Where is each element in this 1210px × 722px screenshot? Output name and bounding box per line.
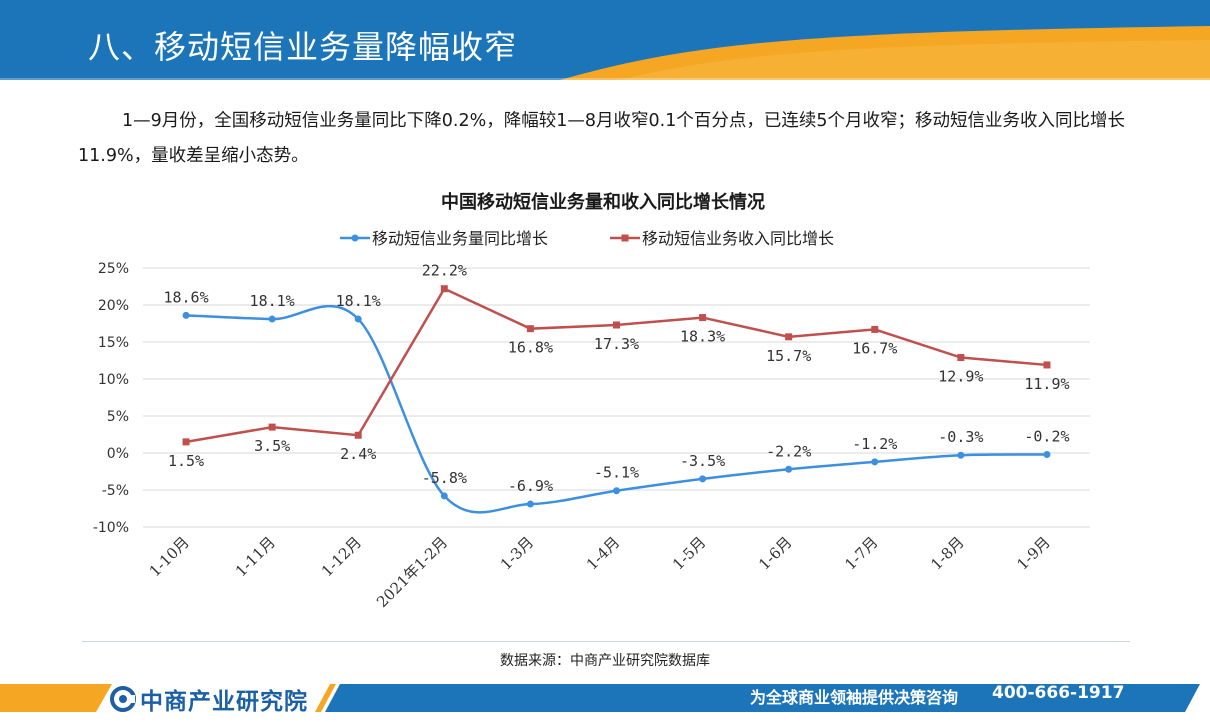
y-tick-label: 10% [98, 372, 129, 388]
data-point [957, 451, 965, 459]
y-tick-label: 20% [98, 298, 129, 314]
page-title: 八、移动短信业务量降幅收窄 [88, 28, 518, 66]
footer-slogan: 为全球商业领袖提供决策咨询 [750, 688, 959, 707]
data-point [268, 315, 276, 323]
data-point [1043, 361, 1051, 369]
data-point [785, 465, 793, 473]
y-tick-label: 5% [107, 409, 129, 425]
intro-paragraph: 1—9月份，全国移动短信业务量同比下降0.2%，降幅较1—8月收窄0.1个百分点… [78, 111, 1125, 166]
series-line [185, 304, 1047, 514]
x-tick-label: 1-8月 [927, 533, 967, 573]
footer-phone: 400-666-1917 [992, 683, 1125, 703]
chart-svg: 中国移动短信业务量和收入同比增长情况 移动短信业务量同比增长 移动短信业务收入同比… [93, 191, 1090, 611]
data-point [699, 314, 707, 322]
data-label: 1.5% [168, 452, 204, 470]
x-tick-label: 1-7月 [841, 533, 881, 573]
data-point [354, 431, 362, 439]
data-label: 2.4% [340, 445, 376, 463]
data-label: 18.1% [250, 292, 295, 310]
data-label: 17.3% [594, 335, 639, 353]
data-point [613, 321, 620, 329]
data-label: -0.2% [1024, 427, 1069, 445]
data-label: 18.6% [163, 288, 208, 306]
data-label: -3.5% [680, 452, 725, 470]
data-label: -5.1% [594, 464, 639, 482]
data-point [354, 315, 362, 323]
data-label: -0.3% [938, 428, 983, 446]
data-point [699, 475, 707, 483]
data-point [526, 325, 534, 333]
data-label: 18.3% [680, 328, 725, 346]
page-header: 八、移动短信业务量降幅收窄 [0, 0, 1210, 80]
data-point [613, 487, 620, 495]
data-label: -1.2% [852, 435, 897, 453]
x-tick-label: 1-3月 [497, 533, 537, 573]
data-source: 数据来源：中商产业研究院数据库 [500, 653, 710, 669]
data-point [440, 285, 448, 293]
y-tick-label: -5% [102, 483, 129, 499]
data-label: 16.7% [852, 339, 897, 357]
data-label: 15.7% [766, 347, 811, 365]
data-label: 22.2% [422, 262, 467, 280]
header-background [0, 0, 1210, 80]
legend-marker [621, 234, 629, 242]
data-point [182, 311, 190, 319]
chart-series [182, 285, 1051, 514]
data-label: -2.2% [766, 442, 811, 460]
legend-label: 移动短信业务收入同比增长 [642, 229, 834, 248]
x-tick-label: 1-10月 [146, 533, 193, 580]
chart: 中国移动短信业务量和收入同比增长情况 移动短信业务量同比增长 移动短信业务收入同比… [0, 180, 1210, 650]
y-axis: 25% 20% 15% 10% 5% 0% -5% -10% [93, 261, 129, 536]
data-label: 3.5% [254, 437, 290, 455]
x-tick-label: 2021年1-2月 [373, 533, 451, 611]
data-label: -6.9% [508, 477, 553, 495]
data-point [440, 492, 448, 500]
data-point [871, 325, 879, 333]
data-point [182, 438, 190, 446]
logo-icon [110, 686, 136, 712]
series-line [185, 287, 1048, 444]
data-label: 16.8% [508, 339, 553, 357]
x-tick-label: 1-9月 [1013, 533, 1053, 573]
data-labels: 18.6% 18.1% 18.1% -5.8% -6.9% -5.1% -3.5% -2.2%… [163, 262, 1069, 495]
logo-text: 中商产业研究院 [140, 689, 308, 715]
data-point [871, 458, 879, 466]
y-tick-label: 25% [98, 261, 129, 277]
y-tick-label: 0% [107, 446, 129, 462]
chart-title: 中国移动短信业务量和收入同比增长情况 [441, 191, 765, 213]
x-tick-label: 1-12月 [318, 533, 365, 580]
chart-legend: 移动短信业务量同比增长 移动短信业务收入同比增长 [340, 229, 834, 248]
data-label: 12.9% [938, 368, 983, 386]
x-tick-label: 1-4月 [583, 533, 623, 573]
footer-divider [82, 641, 1130, 642]
chart-grid [143, 267, 1090, 528]
legend-label: 移动短信业务量同比增长 [372, 229, 548, 248]
data-point [526, 500, 534, 508]
data-point [1043, 450, 1051, 458]
data-label: -5.8% [422, 469, 467, 487]
x-tick-label: 1-5月 [669, 533, 709, 573]
data-point [268, 423, 276, 431]
legend-marker [351, 234, 359, 242]
y-tick-label: -10% [93, 520, 129, 536]
data-point [957, 354, 965, 362]
data-label: 18.1% [336, 292, 381, 310]
footer-background [0, 684, 1200, 712]
x-axis: 1-10月 1-11月 1-12月 2021年1-2月 1-3月 1-4月 1-5月 1-6月… [146, 533, 1054, 611]
footer-bar [0, 678, 1210, 718]
x-tick-label: 1-6月 [755, 533, 795, 573]
data-point [785, 333, 793, 341]
y-tick-label: 15% [98, 335, 129, 351]
data-label: 11.9% [1024, 375, 1069, 393]
x-tick-label: 1-11月 [232, 533, 279, 580]
